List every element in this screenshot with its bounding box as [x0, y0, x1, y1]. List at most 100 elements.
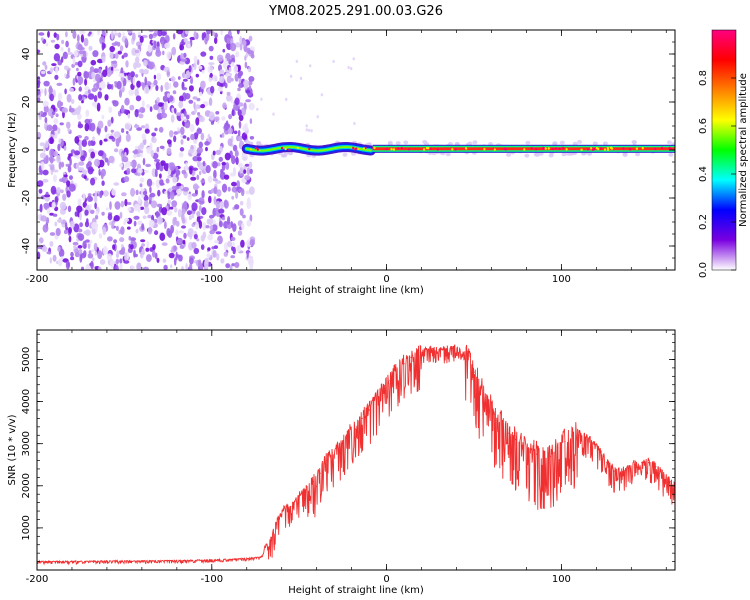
- spectrogram-noise-speckle: [74, 136, 80, 144]
- spectrogram-noise-speckle: [208, 62, 215, 66]
- spectrogram-noise-speckle: [184, 122, 191, 129]
- spectrogram-noise-speckle: [53, 53, 61, 62]
- signal-hot-point: [629, 148, 632, 151]
- spectrogram-noise-speckle: [199, 116, 205, 123]
- spectrogram-xlabel: Height of straight line (km): [288, 285, 424, 296]
- spectrogram-noise-speckle: [101, 211, 105, 216]
- spectrogram-noise-speckle: [170, 76, 176, 82]
- spectrogram-noise-speckle: [101, 55, 106, 63]
- spectrogram-noise-speckle: [74, 150, 81, 156]
- spectrogram-noise-speckle: [165, 178, 170, 184]
- spectrogram-noise-speckle: [75, 163, 80, 169]
- spectrogram-noise-speckle: [236, 30, 240, 35]
- spectrogram-noise-speckle: [44, 194, 51, 198]
- snr-data-point: [641, 462, 643, 464]
- signal-halo-speckle: [548, 153, 554, 158]
- spectrogram-noise-speckle: [193, 31, 197, 40]
- signal-halo-speckle: [445, 152, 451, 157]
- signal-hot-point: [558, 147, 561, 150]
- snr-data-point: [494, 413, 496, 415]
- spectrogram-noise-speckle: [123, 260, 130, 264]
- spectrogram-noise-speckle: [180, 58, 187, 62]
- spectrogram-noise-speckle: [74, 211, 78, 217]
- spectrogram-noise-speckle: [272, 112, 275, 116]
- spectrogram-noise-region: [37, 30, 356, 270]
- spectrogram-noise-speckle: [139, 106, 146, 114]
- spectrogram-noise-speckle: [181, 208, 186, 215]
- spectrogram-noise-speckle: [235, 51, 240, 58]
- snr-data-point: [305, 489, 307, 491]
- spectrogram-noise-speckle: [183, 200, 188, 208]
- spectrogram-noise-speckle: [184, 30, 190, 35]
- y-tick-label: 2000: [21, 473, 32, 498]
- spectrogram-noise-speckle: [187, 232, 193, 236]
- spectrogram-noise-speckle: [248, 161, 253, 169]
- spectrogram-noise-speckle: [181, 265, 184, 270]
- spectrogram-noise-speckle: [76, 34, 80, 43]
- spectrogram-noise-speckle: [237, 135, 243, 142]
- spectrogram-noise-speckle: [39, 203, 43, 213]
- snr-data-point: [284, 508, 286, 510]
- spectrogram-noise-speckle: [181, 169, 187, 175]
- spectrogram-noise-speckle: [193, 61, 197, 71]
- spectrogram-noise-speckle: [124, 97, 130, 106]
- snr-data-point: [319, 472, 321, 474]
- spectrogram-noise-speckle: [135, 95, 142, 102]
- spectrogram-noise-speckle: [133, 203, 140, 212]
- spectrogram-noise-speckle: [100, 168, 106, 177]
- spectrogram-noise-speckle: [119, 163, 123, 168]
- spectrogram-noise-speckle: [78, 248, 83, 255]
- spectrogram-noise-speckle: [37, 49, 41, 54]
- spectrogram-noise-speckle: [98, 68, 102, 74]
- spectrogram-noise-speckle: [106, 253, 113, 261]
- spectrogram-noise-speckle: [58, 258, 63, 267]
- y-tick-label: 3000: [21, 431, 32, 456]
- spectrogram-noise-speckle: [159, 179, 164, 186]
- spectrogram-noise-speckle: [197, 156, 202, 162]
- spectrogram-noise-speckle: [221, 183, 228, 193]
- spectrogram-noise-speckle: [162, 258, 167, 263]
- spectrogram-noise-speckle: [206, 30, 212, 35]
- signal-hot-point: [561, 146, 565, 150]
- spectrogram-noise-speckle: [228, 67, 232, 72]
- spectrogram-noise-speckle: [227, 127, 233, 135]
- snr-data-point: [452, 346, 454, 348]
- spectrogram-noise-speckle: [196, 97, 201, 102]
- spectrogram-noise-speckle: [93, 95, 98, 103]
- spectrogram-noise-speckle: [173, 245, 177, 251]
- signal-hot-point: [427, 147, 430, 150]
- signal-hot-point: [603, 148, 607, 151]
- spectrogram-noise-speckle: [109, 45, 115, 53]
- snr-data-point: [669, 481, 671, 483]
- signal-hot-point: [284, 147, 287, 151]
- spectrogram-noise-speckle: [200, 104, 206, 109]
- spectrogram-noise-speckle: [183, 118, 187, 123]
- spectrogram-noise-speckle: [138, 113, 144, 119]
- spectrogram-noise-speckle: [121, 128, 125, 133]
- spectrogram-noise-speckle: [59, 101, 64, 107]
- spectrogram-noise-speckle: [227, 138, 233, 147]
- spectrogram-noise-speckle: [75, 155, 82, 159]
- spectrogram-noise-speckle: [155, 46, 160, 54]
- spectrogram-noise-speckle: [87, 93, 95, 100]
- spectrogram-noise-speckle: [48, 85, 53, 93]
- spectrogram-noise-speckle: [236, 180, 241, 189]
- spectrogram-noise-speckle: [110, 129, 114, 133]
- spectrogram-noise-speckle: [43, 80, 50, 87]
- spectrogram-noise-speckle: [49, 212, 54, 216]
- spectrogram-noise-speckle: [234, 262, 240, 268]
- snr-data-point: [375, 398, 377, 401]
- spectrogram-noise-speckle: [119, 258, 123, 264]
- spectrogram-noise-speckle: [38, 188, 43, 194]
- spectrogram-noise-speckle: [235, 42, 241, 48]
- spectrogram-noise-speckle: [87, 89, 91, 94]
- spectrogram-noise-speckle: [221, 132, 225, 138]
- spectrogram-noise-speckle: [161, 242, 168, 246]
- spectrogram-noise-speckle: [147, 44, 153, 53]
- spectrogram-noise-speckle: [138, 150, 143, 154]
- spectrogram-noise-speckle: [139, 35, 144, 43]
- spectrogram-noise-speckle: [310, 129, 313, 133]
- spectrogram-noise-speckle: [102, 246, 108, 255]
- snr-data-point: [382, 390, 384, 392]
